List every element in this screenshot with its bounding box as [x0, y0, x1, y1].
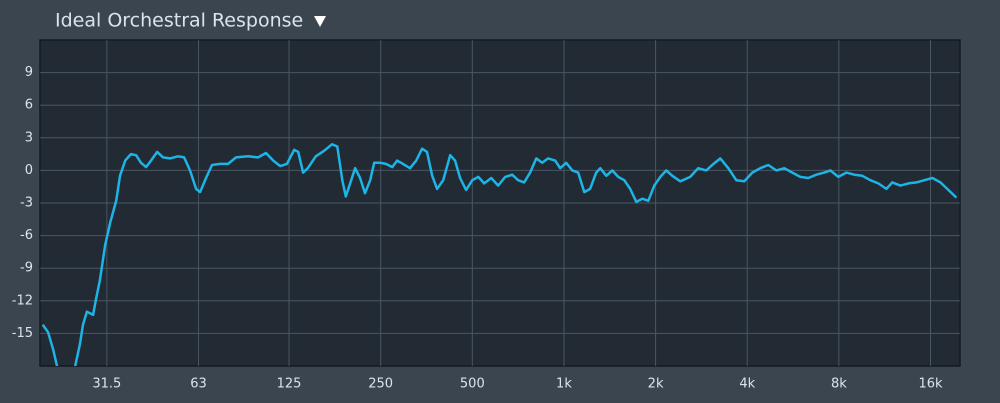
x-tick-label: 63	[190, 377, 207, 392]
y-tick-label: -9	[20, 261, 33, 276]
grid	[40, 40, 960, 366]
dropdown-arrow[interactable]	[314, 16, 326, 27]
y-tick-label: -6	[20, 228, 33, 243]
y-tick-label: 6	[25, 98, 33, 113]
chart-title[interactable]: Ideal Orchestral Response	[55, 10, 303, 32]
title-dropdown[interactable]: Ideal Orchestral Response	[55, 10, 326, 32]
y-tick-label: 3	[25, 130, 33, 145]
x-tick-label: 31.5	[92, 377, 121, 392]
x-tick-label: 1k	[556, 377, 572, 392]
x-tick-label: 2k	[648, 377, 664, 392]
x-tick-label: 125	[277, 377, 302, 392]
y-tick-label: -12	[12, 293, 33, 308]
x-tick-label: 16k	[918, 377, 943, 392]
y-tick-label: 9	[25, 65, 33, 80]
x-tick-label: 8k	[831, 377, 847, 392]
y-tick-label: -15	[12, 326, 33, 341]
x-tick-label: 4k	[739, 377, 755, 392]
x-tick-label: 500	[460, 377, 485, 392]
x-tick-label: 250	[368, 377, 393, 392]
y-tick-label: 0	[25, 163, 33, 178]
response-line	[41, 143, 958, 366]
y-tick-label: -3	[20, 196, 33, 211]
